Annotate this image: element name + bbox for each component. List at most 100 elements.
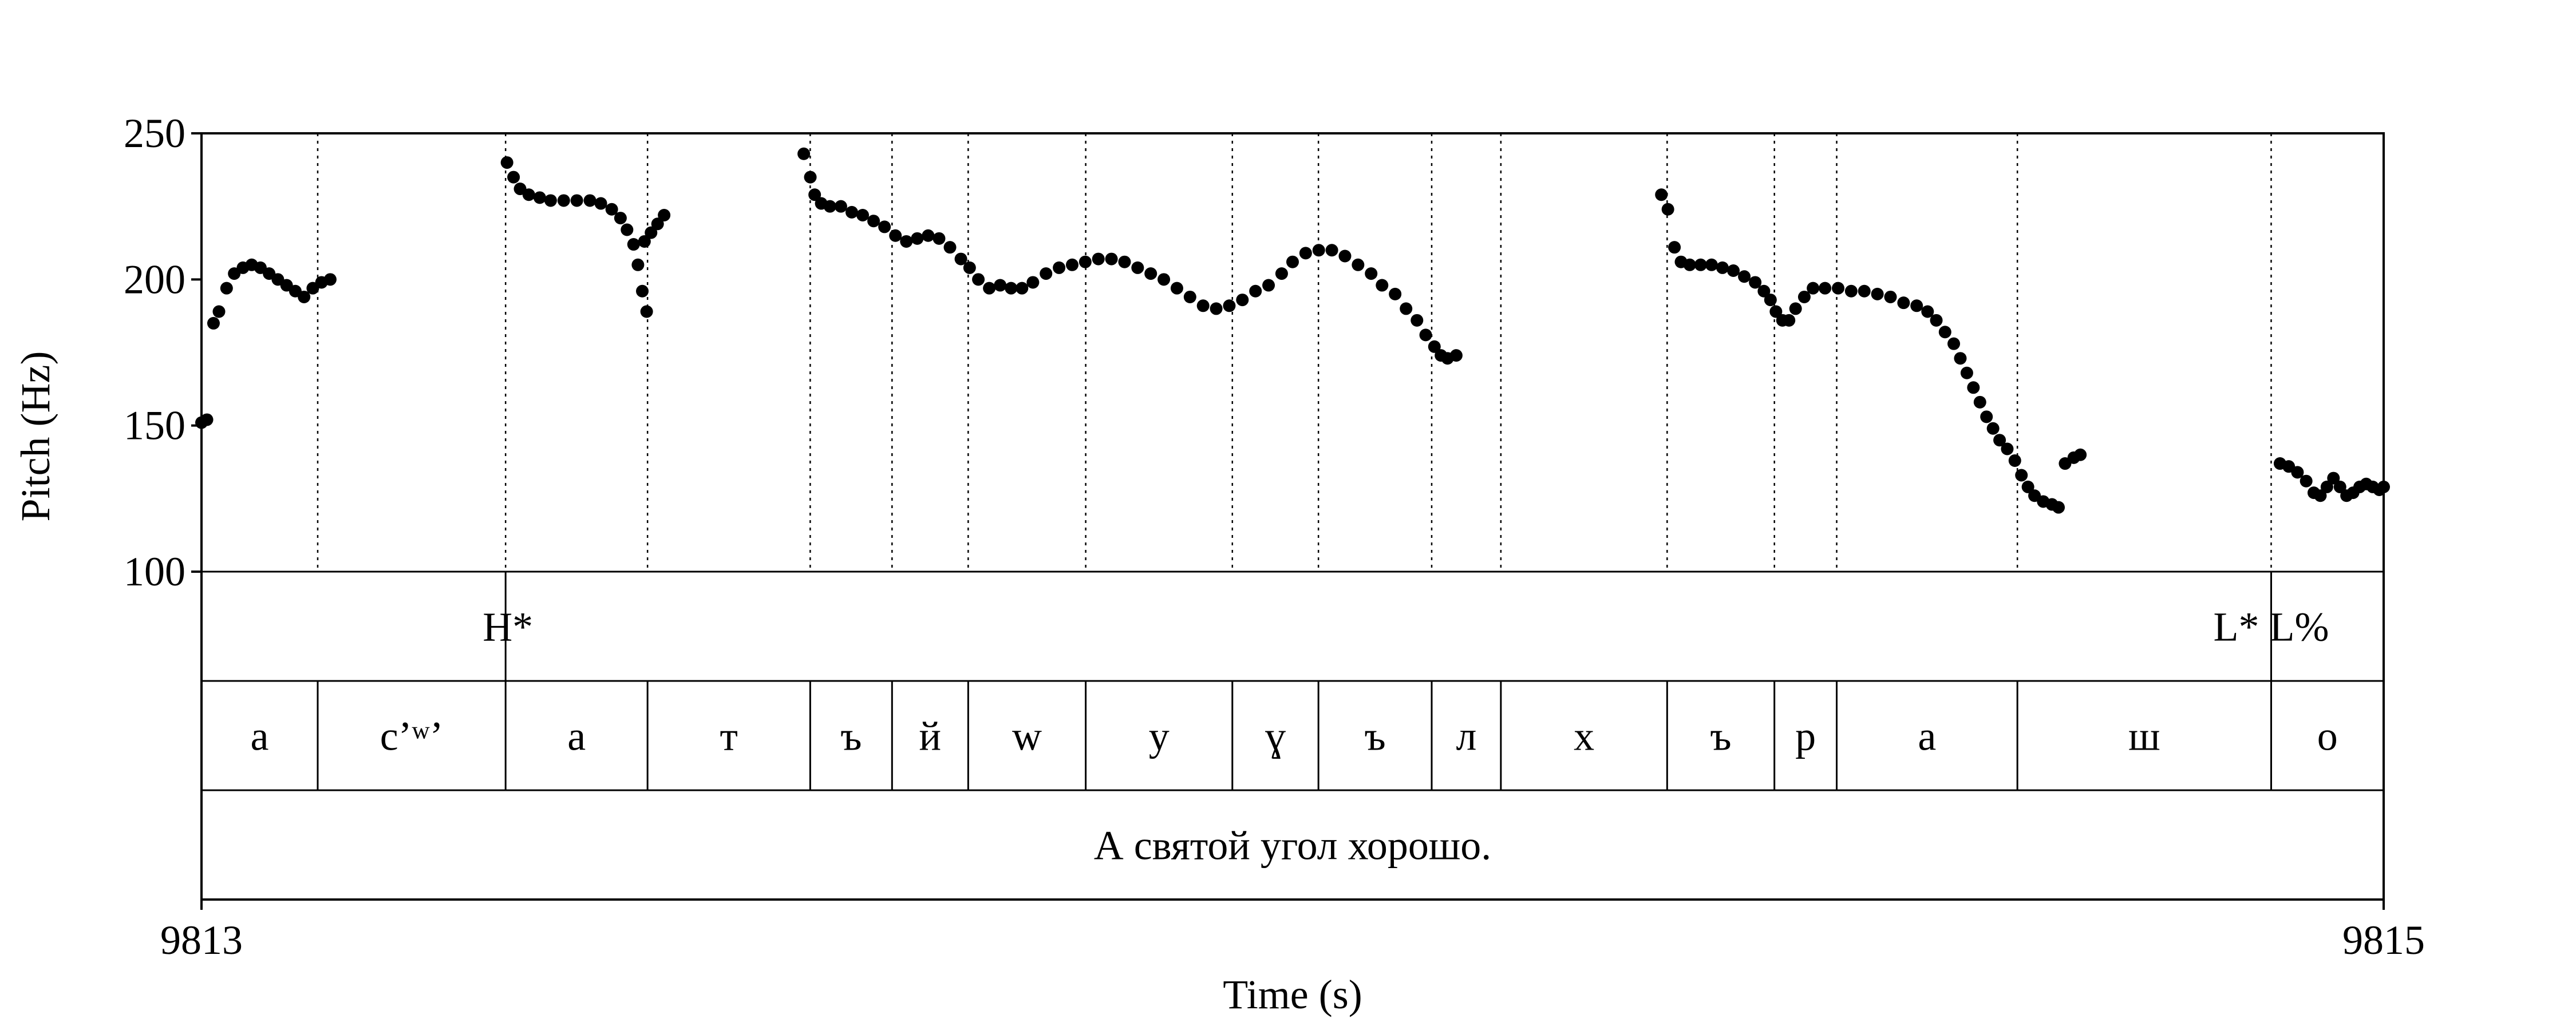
pitch-point bbox=[1967, 381, 1980, 394]
pitch-point bbox=[823, 200, 836, 213]
pitch-point bbox=[605, 203, 618, 216]
pitch-point bbox=[1727, 264, 1740, 278]
pitch-point bbox=[2300, 474, 2313, 488]
pitch-point bbox=[1789, 302, 1802, 315]
pitch-point bbox=[1980, 410, 1993, 423]
pitch-point bbox=[2074, 448, 2087, 461]
pitch-point bbox=[1078, 255, 1092, 268]
tone-tier: H* L* L% bbox=[483, 604, 2329, 650]
pitch-point bbox=[1783, 314, 1796, 327]
pitch-point bbox=[2015, 469, 2028, 482]
pitch-point bbox=[1683, 258, 1696, 271]
pitch-point bbox=[640, 305, 653, 318]
pitch-point bbox=[1026, 276, 1040, 289]
pitch-point bbox=[1183, 290, 1196, 303]
pitch-point bbox=[557, 194, 570, 207]
pitch-point bbox=[645, 226, 658, 239]
segment-label: ɣ bbox=[1265, 714, 1286, 759]
pitch-point bbox=[943, 241, 957, 254]
pitch-points bbox=[195, 147, 2390, 514]
x-tick-label: 9815 bbox=[2342, 917, 2425, 963]
pitch-point bbox=[220, 282, 233, 295]
pitch-point bbox=[1040, 267, 1053, 280]
pitch-point bbox=[834, 200, 847, 213]
pitch-point bbox=[867, 215, 880, 228]
pitch-point bbox=[1419, 328, 1432, 342]
pitch-point bbox=[500, 156, 513, 169]
plot-frame bbox=[200, 132, 2385, 901]
pitch-point bbox=[1858, 284, 1871, 298]
pitch-point bbox=[2320, 480, 2333, 493]
pitch-point bbox=[1716, 261, 1729, 274]
pitch-point bbox=[638, 235, 651, 248]
pitch-point bbox=[1954, 352, 1967, 365]
pitch-point bbox=[1338, 249, 1352, 263]
pitch-point bbox=[1249, 284, 1262, 298]
pitch-point bbox=[1275, 267, 1288, 280]
pitch-point bbox=[1016, 282, 1029, 295]
pitch-point bbox=[1299, 247, 1312, 260]
pitch-point bbox=[1325, 244, 1338, 257]
pitch-point bbox=[1897, 296, 1910, 310]
pitch-point bbox=[2008, 454, 2021, 467]
pitch-point bbox=[2021, 480, 2034, 493]
y-tick-label: 100 bbox=[124, 549, 185, 595]
pitch-point bbox=[636, 284, 649, 298]
pitch-point bbox=[1993, 434, 2006, 447]
segment-label: ъ bbox=[1710, 714, 1731, 759]
pitch-point bbox=[1092, 252, 1105, 266]
pitch-point bbox=[1832, 282, 1844, 295]
pitch-point bbox=[1930, 314, 1943, 327]
pitch-point bbox=[298, 290, 311, 303]
y-tick-label: 150 bbox=[124, 403, 185, 449]
pitch-point bbox=[1655, 188, 1668, 201]
pitch-point bbox=[1973, 395, 1986, 409]
pitch-point bbox=[2333, 480, 2346, 493]
pitch-point bbox=[804, 171, 817, 184]
pitch-point bbox=[1118, 255, 1131, 268]
interval-boundaries bbox=[317, 133, 2272, 790]
pitch-point bbox=[1910, 299, 1923, 312]
pitch-point bbox=[1262, 279, 1275, 292]
frame-border bbox=[200, 132, 2385, 901]
segment-label: ъ bbox=[1364, 714, 1385, 759]
pitch-point bbox=[1144, 267, 1157, 280]
pitch-point bbox=[544, 194, 557, 207]
pitch-point bbox=[323, 273, 337, 286]
pitch-point bbox=[900, 235, 913, 248]
y-tick-label: 250 bbox=[124, 110, 185, 156]
pitch-point bbox=[1376, 279, 1389, 292]
pitch-point bbox=[889, 229, 902, 242]
pitch-point bbox=[2314, 489, 2327, 502]
pitch-point bbox=[2052, 501, 2065, 514]
segment-label: а bbox=[1918, 714, 1936, 759]
tone-label: L* L% bbox=[2214, 604, 2329, 650]
sentence-label: А святой угол хорошо. bbox=[1094, 823, 1492, 869]
pitch-point bbox=[1764, 294, 1777, 307]
pitch-point bbox=[994, 279, 1007, 292]
pitch-point bbox=[1797, 290, 1811, 303]
segment-label: а bbox=[567, 714, 586, 759]
pitch-point bbox=[1286, 255, 1299, 268]
pitch-point bbox=[1223, 299, 1236, 312]
segment-label: л bbox=[1456, 714, 1476, 759]
segment-label: о bbox=[2317, 714, 2338, 759]
pitch-point bbox=[1844, 284, 1858, 298]
pitch-point bbox=[1065, 258, 1078, 271]
pitch-point bbox=[1352, 258, 1365, 271]
pitch-point bbox=[1807, 282, 1820, 295]
pitch-point bbox=[212, 305, 226, 318]
segment-label: у bbox=[1149, 714, 1170, 759]
pitch-point bbox=[1131, 261, 1144, 274]
pitch-point bbox=[1400, 302, 1413, 315]
pitch-point bbox=[1884, 290, 1897, 303]
pitch-point bbox=[614, 212, 627, 225]
pitch-point bbox=[1749, 276, 1762, 289]
segment-label: w bbox=[1012, 714, 1042, 759]
pitch-point bbox=[522, 188, 535, 201]
pitch-point bbox=[1236, 294, 1249, 307]
pitch-point bbox=[1986, 422, 2000, 435]
pitch-point bbox=[972, 273, 985, 286]
pitch-point bbox=[856, 208, 870, 221]
